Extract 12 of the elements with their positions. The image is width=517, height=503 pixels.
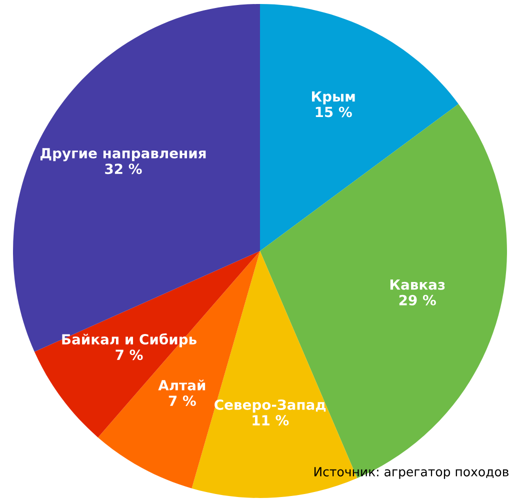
data-label: 32 % <box>105 164 142 174</box>
data-label: 7 % <box>116 350 143 360</box>
slice-label: Алтай <box>158 380 206 390</box>
data-label: 29 % <box>399 294 436 306</box>
slice-label: Кавказ <box>390 280 445 290</box>
data-label: 15 % <box>316 106 352 118</box>
slice-label: Другие направления <box>40 148 206 162</box>
slice-label: Крым <box>312 91 355 104</box>
data-label: 11 % <box>252 415 289 426</box>
slice-label: Северо-Запад <box>214 399 326 413</box>
slice-label: Байкал и Сибирь <box>62 333 196 348</box>
data-label: 7 % <box>168 396 196 406</box>
